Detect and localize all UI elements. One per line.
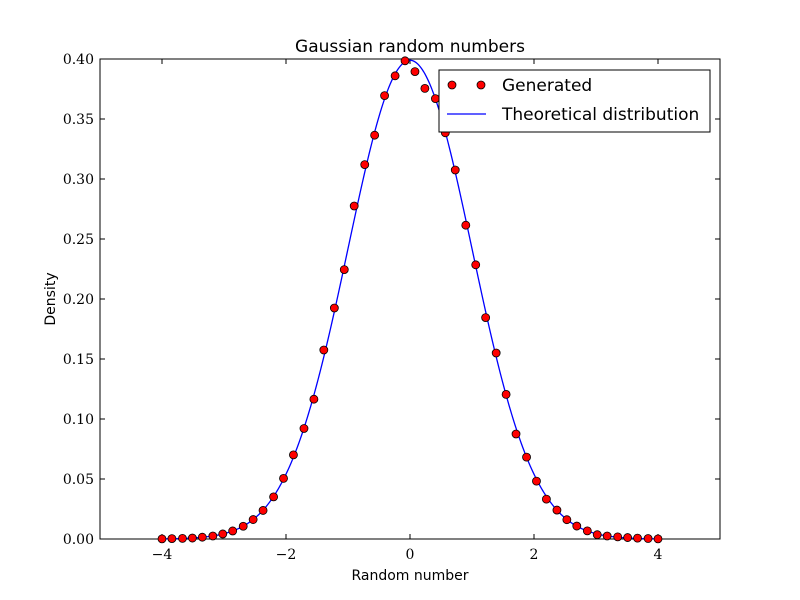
legend-marker-generated bbox=[447, 80, 457, 90]
generated-point bbox=[329, 303, 339, 313]
generated-point bbox=[633, 533, 642, 543]
generated-point bbox=[349, 201, 359, 211]
x-tick-label: −2 bbox=[276, 547, 297, 563]
generated-point bbox=[562, 515, 572, 525]
y-tick-label: 0.05 bbox=[63, 472, 94, 488]
x-tick-label: −4 bbox=[152, 547, 173, 563]
generated-point bbox=[471, 260, 481, 270]
generated-point bbox=[339, 265, 349, 275]
generated-point bbox=[461, 220, 471, 230]
generated-point bbox=[248, 515, 258, 524]
generated-point bbox=[178, 534, 187, 543]
generated-point bbox=[380, 91, 389, 100]
y-axis-label: Density bbox=[43, 272, 59, 325]
generated-point bbox=[319, 345, 329, 355]
chart-title: Gaussian random numbers bbox=[295, 37, 525, 57]
generated-point bbox=[450, 165, 460, 175]
generated-point bbox=[592, 530, 602, 540]
x-tick-label: 0 bbox=[406, 547, 415, 563]
generated-point bbox=[613, 532, 623, 542]
generated-point bbox=[208, 531, 218, 541]
generated-point bbox=[167, 534, 177, 544]
legend: Generated Theoretical distribution bbox=[438, 69, 711, 133]
generated-point bbox=[279, 473, 288, 483]
y-tick-label: 0.35 bbox=[63, 112, 94, 128]
generated-point bbox=[157, 534, 167, 544]
legend-box bbox=[438, 69, 711, 133]
generated-point bbox=[299, 424, 309, 433]
y-tick-label: 0.15 bbox=[63, 352, 94, 368]
generated-point bbox=[623, 533, 633, 542]
plot-area bbox=[157, 56, 663, 544]
legend-marker-generated bbox=[476, 80, 486, 90]
y-tick-label: 0.00 bbox=[63, 532, 94, 548]
generated-point bbox=[197, 532, 207, 542]
generated-point bbox=[481, 313, 491, 323]
generated-point bbox=[258, 506, 268, 515]
generated-point bbox=[602, 531, 612, 541]
y-tick-label: 0.40 bbox=[63, 52, 94, 68]
generated-point bbox=[360, 160, 370, 170]
generated-point bbox=[370, 130, 380, 140]
generated-point bbox=[582, 526, 592, 536]
generated-point bbox=[187, 533, 197, 543]
generated-point bbox=[228, 526, 238, 536]
legend-label-generated: Generated bbox=[502, 76, 592, 96]
x-tick-label: 4 bbox=[654, 547, 663, 563]
generated-point bbox=[410, 67, 420, 76]
axis-ticks: −4 −2 0 2 4 0.00 0.05 0.10 0.15 0.20 0.25 0.30 0.35 0… bbox=[63, 52, 720, 563]
generated-point bbox=[542, 494, 551, 504]
y-tick-label: 0.25 bbox=[63, 232, 94, 248]
generated-point bbox=[218, 529, 228, 539]
generated-point bbox=[501, 389, 511, 399]
x-tick-label: 2 bbox=[530, 547, 539, 563]
generated-point bbox=[400, 56, 410, 66]
legend-label-theoretical: Theoretical distribution bbox=[501, 105, 699, 125]
generated-point bbox=[552, 505, 562, 515]
generated-point bbox=[643, 534, 653, 543]
y-tick-label: 0.30 bbox=[63, 172, 94, 188]
x-axis-label: Random number bbox=[351, 568, 468, 584]
generated-point bbox=[572, 521, 582, 531]
generated-point bbox=[289, 450, 298, 460]
generated-point bbox=[420, 84, 430, 93]
y-tick-label: 0.10 bbox=[63, 412, 94, 428]
generated-point bbox=[653, 534, 663, 544]
legend-entries: Generated Theoretical distribution bbox=[447, 76, 699, 125]
generated-point bbox=[309, 394, 319, 404]
generated-point bbox=[532, 476, 541, 486]
generated-point bbox=[238, 521, 248, 531]
y-tick-label: 0.20 bbox=[63, 292, 94, 308]
generated-point bbox=[511, 429, 521, 439]
generated-point bbox=[390, 71, 400, 81]
generated-point bbox=[491, 348, 501, 358]
generated-point bbox=[431, 94, 440, 103]
generated-point bbox=[269, 492, 279, 502]
generated-point bbox=[522, 452, 531, 462]
